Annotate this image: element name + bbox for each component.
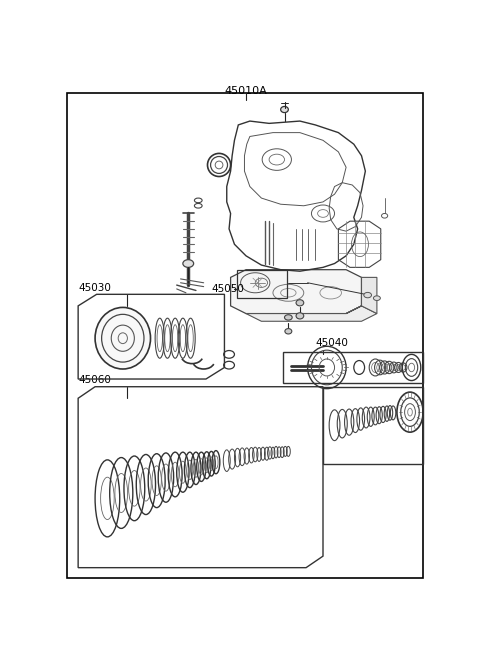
Text: 45050: 45050	[211, 284, 244, 294]
Text: 45060: 45060	[78, 375, 111, 385]
Text: 45010A: 45010A	[225, 87, 267, 96]
Ellipse shape	[296, 300, 304, 306]
Ellipse shape	[95, 308, 151, 369]
Ellipse shape	[285, 329, 292, 334]
Text: 45040: 45040	[315, 338, 348, 348]
Ellipse shape	[183, 260, 193, 268]
Ellipse shape	[285, 315, 292, 320]
Polygon shape	[230, 270, 361, 314]
Text: 45030: 45030	[78, 283, 111, 293]
Polygon shape	[346, 277, 377, 314]
Ellipse shape	[364, 293, 372, 298]
Polygon shape	[246, 306, 377, 321]
Ellipse shape	[296, 313, 304, 319]
Ellipse shape	[281, 106, 288, 113]
Ellipse shape	[373, 296, 380, 300]
